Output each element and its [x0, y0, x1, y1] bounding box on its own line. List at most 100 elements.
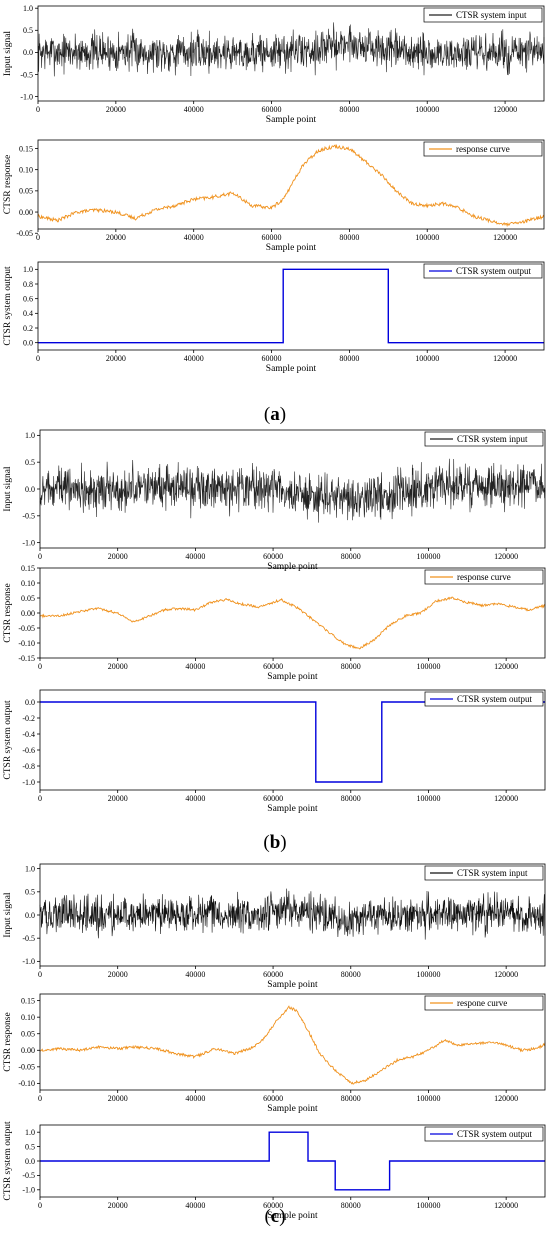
- x-tick-label: 120000: [494, 970, 518, 979]
- legend-box: [424, 691, 544, 707]
- x-tick-label: 60000: [263, 552, 283, 561]
- y-axis-label: Input signal: [3, 466, 13, 511]
- legend-box: [424, 1126, 544, 1142]
- caption-c: (c): [264, 1206, 286, 1227]
- series-line-output: [40, 1131, 545, 1191]
- y-tick-label: 0.8: [23, 280, 33, 289]
- y-tick-label: -0.5: [20, 70, 33, 79]
- x-tick-label: 20000: [108, 1094, 128, 1103]
- plot-frame: [37, 139, 545, 230]
- series-line-output: [38, 268, 544, 344]
- x-tick-label: 120000: [494, 552, 518, 561]
- x-tick-label: 20000: [108, 662, 128, 671]
- x-tick-label: 20000: [108, 970, 128, 979]
- chart-c-1: 0 20000 40000 60000 80000 100000 120000 -1.0 -0.…: [3, 863, 546, 990]
- y-tick-label: -0.05: [16, 229, 33, 238]
- x-tick-label: 80000: [341, 970, 361, 979]
- x-axis-label: Sample point: [267, 562, 318, 572]
- x-tick-label: 100000: [416, 794, 440, 803]
- y-axis-label: CTSR response: [3, 1012, 13, 1071]
- y-tick-label: -1.0: [22, 1186, 35, 1195]
- x-tick-label: 100000: [415, 354, 439, 363]
- y-tick-label: -1.0: [22, 778, 35, 787]
- y-tick-label: 0.15: [19, 144, 33, 153]
- x-axis-label: Sample point: [267, 1104, 318, 1114]
- y-tick-label: 0.10: [19, 165, 33, 174]
- x-tick-label: 20000: [108, 1201, 128, 1210]
- legend-entry: CTSR system output: [457, 694, 533, 704]
- x-tick-label: 100000: [416, 970, 440, 979]
- x-tick-label: 60000: [263, 970, 283, 979]
- x-axis-label: Sample point: [267, 804, 318, 814]
- x-tick-label: 60000: [262, 233, 282, 242]
- legend-entry: CTSR system input: [457, 868, 528, 878]
- x-tick-label: 80000: [341, 1201, 361, 1210]
- x-tick-label: 40000: [184, 354, 204, 363]
- x-tick-label: 100000: [416, 662, 440, 671]
- y-tick-label: 0.2: [23, 324, 33, 333]
- x-tick-label: 40000: [185, 552, 205, 561]
- x-tick-label: 0: [36, 233, 40, 242]
- x-tick-label: 0: [36, 105, 40, 114]
- x-tick-label: 80000: [341, 662, 361, 671]
- legend-box: [424, 995, 544, 1011]
- chart-c-3: 0 20000 40000 60000 80000 100000 120000 -1.0 -0.…: [3, 1121, 546, 1221]
- x-tick-label: 60000: [263, 794, 283, 803]
- x-tick-label: 80000: [341, 794, 361, 803]
- y-tick-label: 0.05: [21, 1030, 35, 1039]
- legend-box: [423, 141, 543, 157]
- y-tick-label: -0.6: [22, 746, 35, 755]
- y-tick-label: 0.4: [23, 309, 33, 318]
- y-tick-label: 0.6: [23, 294, 33, 303]
- series-line-input: [37, 22, 545, 77]
- y-tick-label: -0.10: [18, 639, 35, 648]
- y-tick-label: 0.0: [23, 48, 33, 57]
- y-axis-label: Input signal: [3, 31, 13, 76]
- x-tick-label: 40000: [185, 1201, 205, 1210]
- y-tick-label: 1.0: [23, 4, 33, 13]
- y-tick-label: 0.10: [21, 1013, 35, 1022]
- chart-a-2: 0 20000 40000 60000 80000 100000 120000 -0.05 0.…: [3, 139, 545, 253]
- x-tick-label: 0: [38, 1201, 42, 1210]
- x-tick-label: 20000: [108, 794, 128, 803]
- y-tick-label: -0.8: [22, 762, 35, 771]
- x-axis-label: Sample point: [267, 672, 318, 682]
- chart-b-3: 0 20000 40000 60000 80000 100000 120000 -1.0 -0.…: [3, 689, 546, 814]
- x-tick-label: 0: [38, 552, 42, 561]
- y-tick-label: -0.10: [18, 1079, 35, 1088]
- series-line-input: [39, 458, 546, 523]
- y-tick-label: -0.05: [18, 624, 35, 633]
- y-tick-label: 0.00: [21, 1046, 35, 1055]
- x-axis-label: Sample point: [266, 115, 317, 125]
- y-tick-label: 0.0: [23, 338, 33, 347]
- x-tick-label: 80000: [341, 1094, 361, 1103]
- legend-entry: response curve: [457, 572, 511, 582]
- x-tick-label: 0: [38, 662, 42, 671]
- legend-box: [424, 569, 544, 585]
- y-tick-label: 0.5: [25, 1142, 35, 1151]
- y-tick-label: -1.0: [20, 92, 33, 101]
- x-tick-label: 100000: [416, 1201, 440, 1210]
- series-line-input: [39, 888, 546, 940]
- x-tick-label: 60000: [263, 1094, 283, 1103]
- legend-entry: CTSR system output: [456, 266, 532, 276]
- x-tick-label: 0: [38, 970, 42, 979]
- y-tick-label: 0.00: [21, 609, 35, 618]
- x-tick-label: 120000: [493, 233, 517, 242]
- x-tick-label: 60000: [263, 662, 283, 671]
- y-tick-label: 0.00: [19, 208, 33, 217]
- y-tick-label: -0.15: [18, 654, 35, 663]
- x-tick-label: 80000: [341, 552, 361, 561]
- y-tick-label: -0.5: [22, 934, 35, 943]
- y-tick-label: 1.0: [25, 864, 35, 873]
- y-tick-label: -1.0: [22, 538, 35, 547]
- legend-entry: CTSR system input: [457, 434, 528, 444]
- plot-frame: [37, 5, 545, 102]
- x-tick-label: 20000: [106, 233, 126, 242]
- x-tick-label: 120000: [494, 794, 518, 803]
- series-line-response: [39, 596, 546, 650]
- legend-box: [423, 7, 543, 23]
- x-tick-label: 40000: [185, 1094, 205, 1103]
- y-tick-label: 0.0: [25, 911, 35, 920]
